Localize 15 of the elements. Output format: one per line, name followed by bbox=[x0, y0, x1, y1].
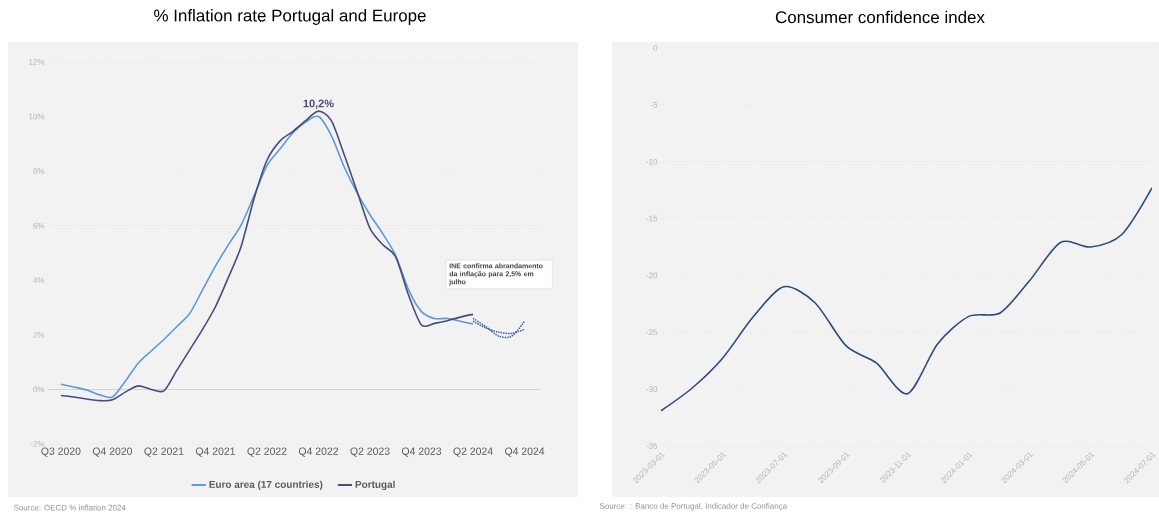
legend-label: Euro area (17 countries) bbox=[209, 480, 323, 490]
x-tick-label: Q4 2024 bbox=[504, 447, 545, 457]
legend-label: Portugal bbox=[355, 480, 395, 490]
x-tick-label: Q4 2022 bbox=[298, 447, 338, 457]
x-tick-label: Q4 2023 bbox=[401, 447, 442, 457]
annotation: 10,2% bbox=[303, 99, 334, 109]
x-tick-label: Q4 2021 bbox=[195, 447, 235, 457]
x-tick-label: Q2 2024 bbox=[453, 447, 493, 457]
x-tick-label: Q2 2022 bbox=[247, 447, 287, 457]
x-tick-label: Q2 2023 bbox=[350, 447, 390, 457]
x-tick-label: Q2 2021 bbox=[144, 447, 184, 457]
chart-title: % Inflation rate Portugal and Europe bbox=[154, 9, 426, 25]
x-tick-label: Q3 2020 bbox=[41, 447, 81, 457]
x-tick-label: Q4 2020 bbox=[92, 447, 133, 457]
chart-title: Consumer confidence index bbox=[775, 10, 985, 24]
